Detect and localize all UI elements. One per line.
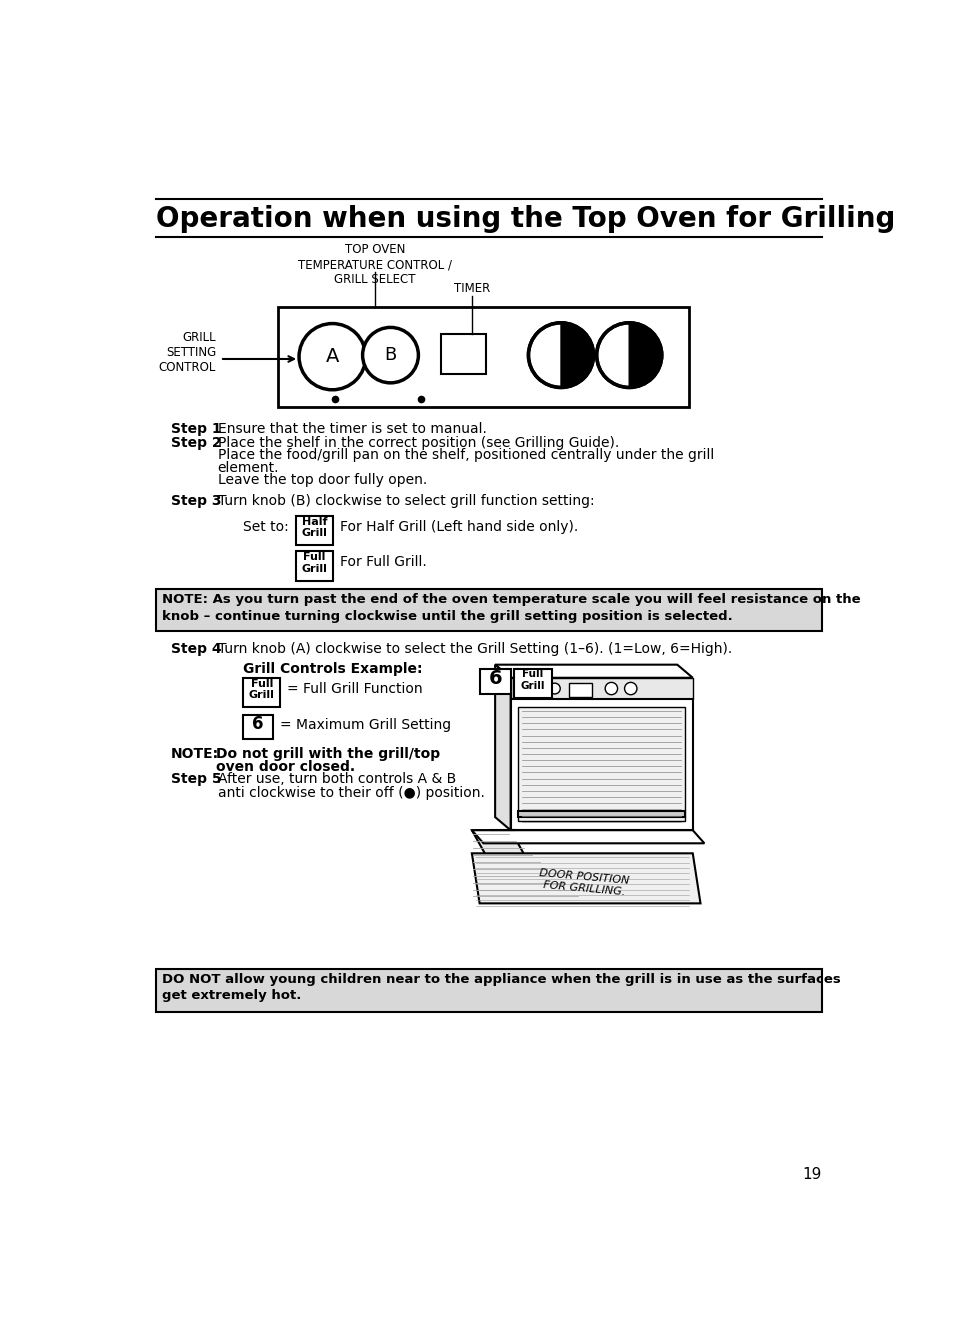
Bar <box>517 811 684 818</box>
Polygon shape <box>495 665 692 677</box>
Text: TOP OVEN
TEMPERATURE CONTROL /
GRILL SELECT: TOP OVEN TEMPERATURE CONTROL / GRILL SEL… <box>297 243 452 286</box>
Text: Place the food/grill pan on the shelf, positioned centrally under the grill: Place the food/grill pan on the shelf, p… <box>217 449 713 462</box>
Text: DO NOT allow young children near to the appliance when the grill is in use as th: DO NOT allow young children near to the … <box>162 973 840 1002</box>
Text: NOTE:: NOTE: <box>171 747 219 762</box>
Polygon shape <box>472 830 703 843</box>
Text: Operation when using the Top Oven for Grilling: Operation when using the Top Oven for Gr… <box>155 204 894 232</box>
Text: anti clockwise to their off (●) position.: anti clockwise to their off (●) position… <box>217 786 484 799</box>
Circle shape <box>549 683 559 693</box>
Text: After use, turn both controls A & B: After use, turn both controls A & B <box>217 772 456 787</box>
Text: Ensure that the timer is set to manual.: Ensure that the timer is set to manual. <box>217 422 486 436</box>
Text: NOTE: As you turn past the end of the oven temperature scale you will feel resis: NOTE: As you turn past the end of the ov… <box>162 593 860 623</box>
Text: = Full Grill Function: = Full Grill Function <box>287 681 422 696</box>
Text: GRILL
SETTING
CONTROL: GRILL SETTING CONTROL <box>158 331 216 374</box>
Text: Step 5: Step 5 <box>171 772 221 787</box>
Text: Full
Grill: Full Grill <box>520 669 545 691</box>
Text: Step 2: Step 2 <box>171 436 221 450</box>
Text: Step 1: Step 1 <box>171 422 221 436</box>
Text: Turn knob (B) clockwise to select grill function setting:: Turn knob (B) clockwise to select grill … <box>217 494 594 508</box>
Polygon shape <box>472 830 549 899</box>
Text: Place the shelf in the correct position (see Grilling Guide).: Place the shelf in the correct position … <box>217 436 618 450</box>
Bar <box>278 307 688 406</box>
Bar <box>568 683 592 697</box>
Polygon shape <box>510 699 692 830</box>
Bar <box>243 677 280 707</box>
Text: oven door closed.: oven door closed. <box>216 760 355 774</box>
Bar <box>479 668 510 693</box>
Text: B: B <box>384 346 396 365</box>
Text: Turn knob (A) clockwise to select the Grill Setting (1–6). (1=Low, 6=High).: Turn knob (A) clockwise to select the Gr… <box>217 643 731 656</box>
Circle shape <box>624 683 637 695</box>
Text: For Half Grill (Left hand side only).: For Half Grill (Left hand side only). <box>340 520 578 534</box>
Text: Full
Grill: Full Grill <box>249 679 274 700</box>
Text: Do not grill with the grill/top: Do not grill with the grill/top <box>216 747 439 762</box>
Text: A: A <box>325 347 338 366</box>
Text: Full
Grill: Full Grill <box>301 552 327 574</box>
Circle shape <box>532 683 542 693</box>
Bar <box>514 668 551 697</box>
Text: 6: 6 <box>252 716 263 733</box>
Text: Step 4: Step 4 <box>171 643 221 656</box>
Bar <box>295 516 333 545</box>
Text: 19: 19 <box>802 1166 821 1182</box>
Polygon shape <box>517 707 684 822</box>
Circle shape <box>528 323 593 387</box>
Text: Set to:: Set to: <box>243 520 289 534</box>
Circle shape <box>362 327 418 383</box>
Polygon shape <box>560 323 593 387</box>
Text: Half
Grill: Half Grill <box>301 517 327 538</box>
Text: 6: 6 <box>488 669 501 688</box>
Bar <box>243 715 273 739</box>
Polygon shape <box>510 677 692 699</box>
Text: element.: element. <box>217 461 279 474</box>
Text: TIMER: TIMER <box>454 282 490 295</box>
Bar <box>155 969 821 1011</box>
Text: DOOR POSITION
FOR GRILLING.: DOOR POSITION FOR GRILLING. <box>537 868 630 898</box>
Circle shape <box>298 323 365 390</box>
Polygon shape <box>495 665 510 830</box>
Polygon shape <box>629 323 661 387</box>
Bar <box>155 589 821 631</box>
Polygon shape <box>472 854 700 903</box>
Bar <box>440 334 485 374</box>
Circle shape <box>604 683 617 695</box>
Text: Step 3: Step 3 <box>171 494 221 508</box>
Text: = Maximum Grill Setting: = Maximum Grill Setting <box>279 717 451 732</box>
Text: For Full Grill.: For Full Grill. <box>340 556 426 569</box>
Bar <box>295 552 333 581</box>
Text: Leave the top door fully open.: Leave the top door fully open. <box>217 473 427 486</box>
Text: Grill Controls Example:: Grill Controls Example: <box>243 663 422 676</box>
Circle shape <box>596 323 661 387</box>
